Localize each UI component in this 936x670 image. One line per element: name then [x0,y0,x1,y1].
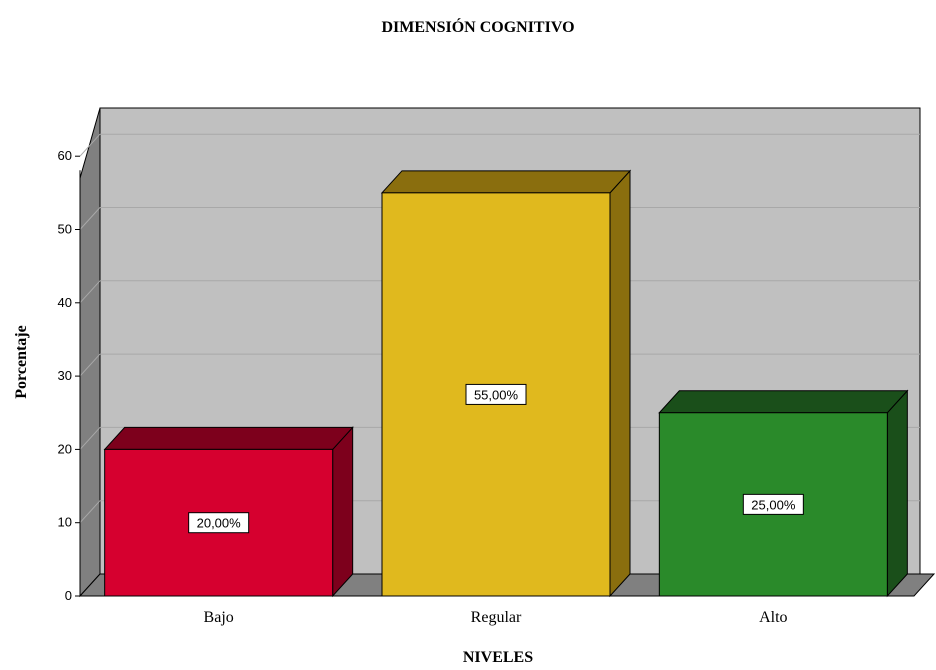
data-label: 55,00% [465,383,527,405]
y-tick-label: 40 [58,295,72,310]
gridline-side [79,427,101,450]
gridline-side [79,280,101,304]
x-tick-label: Alto [759,609,787,626]
y-tick-label: 0 [65,588,72,603]
data-label-box [188,512,250,534]
gridline-side [79,207,101,230]
x-tick-label: Bajo [204,609,234,626]
x-tick-label: Regular [471,609,522,626]
gridline-side [79,500,101,524]
bar-alto: 25,00% [658,389,909,598]
bar-bajo: 20,00% [103,426,354,598]
bars: 20,00% 55,00% 25,00% [103,169,909,598]
y-tick-label: 50 [58,222,72,237]
y-tick-label: 30 [58,368,72,383]
bar-side-face [609,169,631,598]
bar-side-face [886,389,908,598]
data-label: 25,00% [742,493,804,515]
bar-top-face [103,426,354,450]
bar-regular: 55,00% [380,169,632,598]
y-axis: 0 10 20 30 40 50 60 [58,148,81,603]
data-label-text: 20,00% [197,516,242,531]
y-tick-label: 60 [58,148,72,163]
bar-top-face [380,170,632,194]
bar-top-face [658,390,909,414]
data-label-text: 55,00% [474,387,519,402]
x-axis-title: NIVELES [463,649,533,666]
chart-title: DIMENSIÓN COGNITIVO [381,17,574,36]
data-label-text: 25,00% [751,497,796,512]
data-label: 20,00% [188,512,250,534]
data-label-box [742,493,804,515]
gridline-side [79,133,101,157]
x-axis: Bajo Regular Alto [80,595,914,626]
data-label-box [465,383,527,405]
y-axis-title: Porcentaje [13,325,30,398]
bar-side-face [332,426,354,598]
gridline-side [79,353,101,377]
y-tick-label: 20 [58,441,72,456]
y-tick-label: 10 [58,515,72,530]
side-wall [79,107,101,598]
